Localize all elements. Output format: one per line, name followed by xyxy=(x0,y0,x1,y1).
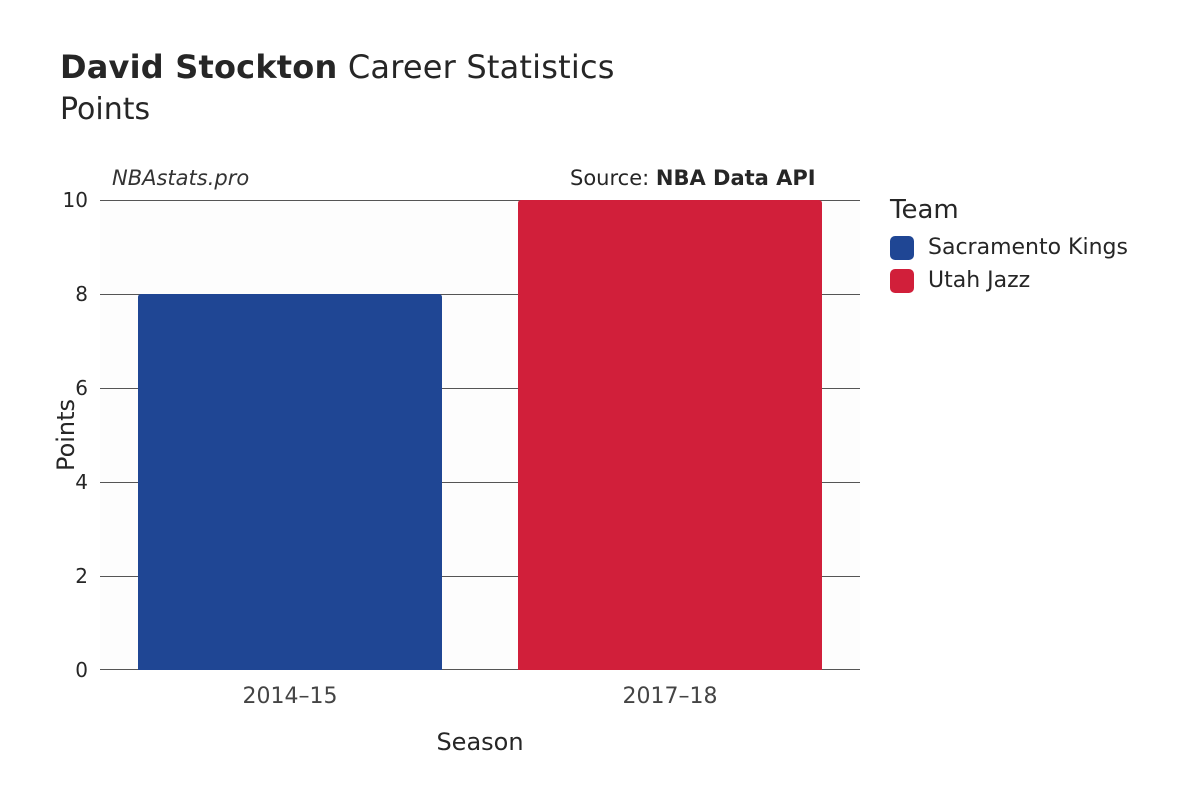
plot-area: Points Season 02468102014–152017–18 xyxy=(100,200,860,670)
x-tick-label: 2017–18 xyxy=(623,670,718,709)
legend-swatch xyxy=(890,269,914,293)
title-bold: David Stockton xyxy=(60,48,337,86)
y-tick-label: 10 xyxy=(63,188,100,212)
legend-item: Sacramento Kings xyxy=(890,235,1128,260)
y-axis-label: Points xyxy=(52,399,80,471)
x-axis-label: Season xyxy=(436,670,523,756)
chart-subtitle: Points xyxy=(60,92,615,127)
title-rest: Career Statistics xyxy=(337,48,614,86)
y-tick-label: 4 xyxy=(75,470,100,494)
x-tick-label: 2014–15 xyxy=(243,670,338,709)
source-name: NBA Data API xyxy=(656,166,816,190)
title-block: David Stockton Career Statistics Points xyxy=(60,48,615,127)
legend-label: Sacramento Kings xyxy=(928,235,1128,260)
chart-title: David Stockton Career Statistics xyxy=(60,48,615,86)
legend: Team Sacramento Kings Utah Jazz xyxy=(890,195,1128,301)
source-prefix: Source: xyxy=(570,166,656,190)
source-attribution: Source: NBA Data API xyxy=(570,166,816,190)
bar xyxy=(518,200,822,670)
chart-frame: David Stockton Career Statistics Points … xyxy=(0,0,1200,800)
y-tick-label: 8 xyxy=(75,282,100,306)
y-tick-label: 0 xyxy=(75,658,100,682)
y-tick-label: 2 xyxy=(75,564,100,588)
y-tick-label: 6 xyxy=(75,376,100,400)
legend-label: Utah Jazz xyxy=(928,268,1030,293)
legend-swatch xyxy=(890,236,914,260)
legend-title: Team xyxy=(890,195,1128,225)
bar xyxy=(138,294,442,670)
watermark: NBAstats.pro xyxy=(112,166,249,190)
legend-item: Utah Jazz xyxy=(890,268,1128,293)
